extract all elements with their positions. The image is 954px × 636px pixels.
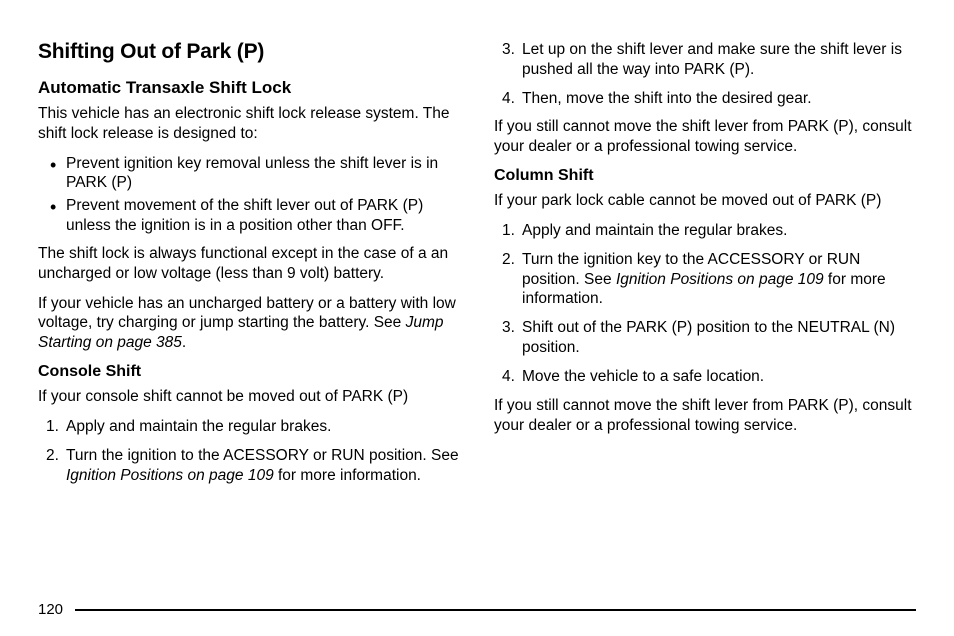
reference-link: Ignition Positions on page 109 [616,271,824,288]
step-item: Turn the ignition to the ACESSORY or RUN… [66,446,460,486]
content-columns: Shifting Out of Park (P) Automatic Trans… [38,40,916,494]
step-item: Then, move the shift into the desired ge… [522,89,916,109]
bullet-list: Prevent ignition key removal unless the … [38,154,460,236]
step-item: Let up on the shift lever and make sure … [522,40,916,80]
body-paragraph: This vehicle has an electronic shift loc… [38,104,460,144]
right-column: Let up on the shift lever and make sure … [494,40,916,494]
bullet-item: Prevent movement of the shift lever out … [66,196,460,236]
sub-subsection-heading: Console Shift [38,363,460,381]
ordered-list: Apply and maintain the regular brakes. T… [494,221,916,387]
ordered-list-continued: Let up on the shift lever and make sure … [494,40,916,108]
body-paragraph: If your console shift cannot be moved ou… [38,387,460,407]
footer-rule [75,609,916,611]
section-heading: Shifting Out of Park (P) [38,40,460,64]
bullet-item: Prevent ignition key removal unless the … [66,154,460,194]
body-paragraph: If your vehicle has an uncharged battery… [38,294,460,353]
body-paragraph: If you still cannot move the shift lever… [494,117,916,157]
step-item: Apply and maintain the regular brakes. [66,417,460,437]
page-number: 120 [38,601,63,618]
reference-link: Ignition Positions on page 109 [66,467,274,484]
step-item: Move the vehicle to a safe location. [522,367,916,387]
page-footer: 120 [38,601,916,618]
step-item: Shift out of the PARK (P) position to th… [522,318,916,358]
left-column: Shifting Out of Park (P) Automatic Trans… [38,40,460,494]
body-paragraph: If your park lock cable cannot be moved … [494,191,916,211]
sub-subsection-heading: Column Shift [494,167,916,185]
step-item: Apply and maintain the regular brakes. [522,221,916,241]
text-run: for more information. [274,467,421,484]
step-item: Turn the ignition key to the ACCESSORY o… [522,250,916,309]
body-paragraph: The shift lock is always functional exce… [38,244,460,284]
body-paragraph: If you still cannot move the shift lever… [494,396,916,436]
text-run: . [182,334,186,351]
text-run: Turn the ignition to the ACESSORY or RUN… [66,447,459,464]
subsection-heading: Automatic Transaxle Shift Lock [38,78,460,98]
text-run: If your vehicle has an uncharged battery… [38,295,456,332]
ordered-list: Apply and maintain the regular brakes. T… [38,417,460,485]
